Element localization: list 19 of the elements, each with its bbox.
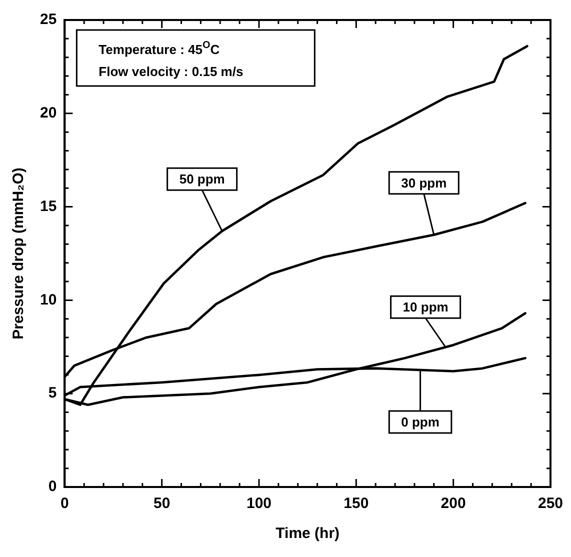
- y-tick-label: 10: [40, 291, 57, 308]
- text: 10 ppm: [402, 300, 448, 315]
- text: 0 ppm: [401, 414, 440, 430]
- y-tick-label: 15: [40, 198, 57, 215]
- text: 50 ppm: [179, 172, 225, 187]
- x-tick-label: 50: [154, 495, 170, 512]
- x-tick-label: 0: [60, 495, 69, 512]
- x-tick-label: 250: [538, 495, 563, 512]
- y-tick-label: 0: [48, 478, 57, 496]
- x-tick-label: 100: [246, 495, 272, 512]
- y-tick-label: 20: [40, 104, 57, 122]
- y-tick-label: 25: [40, 11, 57, 28]
- y-tick-label: 5: [48, 384, 57, 402]
- x-axis-title: Time (hr): [276, 525, 340, 542]
- x-tick-label: 150: [344, 495, 369, 512]
- text: 30 ppm: [401, 175, 447, 190]
- y-axis-title: Pressure drop (mmH₂O): [10, 168, 28, 340]
- x-tick-label: 200: [440, 495, 466, 512]
- annotation: Flow velocity : 0.15 m/s: [98, 64, 244, 79]
